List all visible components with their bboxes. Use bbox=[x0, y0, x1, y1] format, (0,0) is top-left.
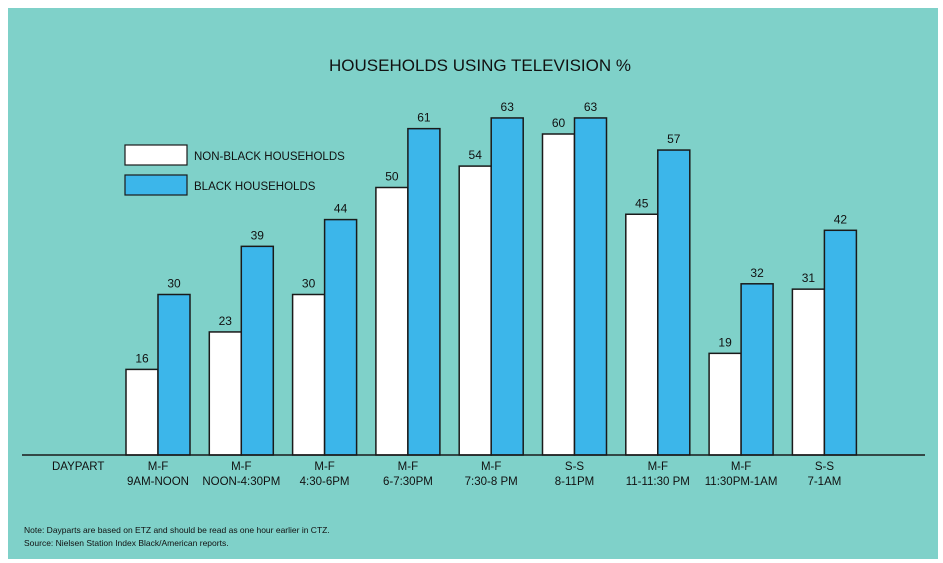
category-label-1-line1: NOON-4:30PM bbox=[202, 476, 280, 488]
category-label-7-line0: M-F bbox=[731, 461, 751, 473]
bar-non-black-1 bbox=[208, 331, 243, 456]
bar-black-8 bbox=[823, 229, 858, 456]
legend-swatch-0 bbox=[124, 144, 188, 166]
category-label-6-line1: 11-11:30 PM bbox=[626, 476, 690, 488]
x-axis-label: DAYPART bbox=[52, 461, 104, 473]
category-label-2-line1: 4:30-6PM bbox=[300, 476, 350, 488]
data-label-non-black-1: 23 bbox=[219, 314, 233, 328]
data-label-non-black-5: 60 bbox=[552, 116, 566, 130]
footnote: Note: Dayparts are based on ETZ and shou… bbox=[24, 525, 330, 535]
legend-label-0: NON-BLACK HOUSEHOLDS bbox=[194, 151, 345, 163]
category-label-5-line1: 8-11PM bbox=[555, 476, 594, 488]
category-label-8-line1: 7-1AM bbox=[807, 476, 841, 488]
bar-black-7 bbox=[740, 283, 774, 456]
data-label-black-8: 42 bbox=[834, 212, 848, 226]
data-label-black-2: 44 bbox=[334, 202, 348, 216]
data-label-non-black-6: 45 bbox=[635, 196, 649, 210]
bar-black-1 bbox=[240, 245, 275, 456]
data-label-black-7: 32 bbox=[750, 266, 764, 280]
bar-non-black-2 bbox=[291, 293, 326, 456]
bar-non-black-5 bbox=[541, 133, 576, 456]
data-label-non-black-2: 30 bbox=[302, 277, 316, 291]
category-label-8-line0: S-S bbox=[815, 461, 835, 473]
category-label-6-line0: M-F bbox=[648, 461, 668, 473]
data-label-black-1: 39 bbox=[251, 228, 265, 242]
category-label-4-line0: M-F bbox=[481, 461, 501, 473]
bar-black-4 bbox=[490, 117, 524, 456]
bar-black-0 bbox=[157, 293, 191, 456]
source-note: Source: Nielsen Station Index Black/Amer… bbox=[24, 538, 229, 548]
category-label-1-line0: M-F bbox=[231, 461, 251, 473]
chart-title: HOUSEHOLDS USING TELEVISION % bbox=[329, 56, 631, 75]
bar-non-black-8 bbox=[791, 288, 826, 456]
bar-non-black-3 bbox=[375, 186, 409, 456]
category-label-2-line0: M-F bbox=[314, 461, 334, 473]
category-labels: M-F 9AM-NOON M-F NOON-4:30PM M-F 4:30-6PM M-F 6… bbox=[127, 461, 841, 488]
data-label-black-6: 57 bbox=[667, 132, 681, 146]
category-label-7-line1: 11:30PM-1AM bbox=[705, 476, 778, 488]
data-label-non-black-7: 19 bbox=[718, 335, 732, 349]
data-label-black-4: 63 bbox=[501, 100, 515, 114]
bar-black-2 bbox=[323, 218, 358, 456]
category-label-0-line1: 9AM-NOON bbox=[127, 476, 189, 488]
data-label-black-3: 61 bbox=[417, 111, 431, 125]
bar-non-black-4 bbox=[458, 165, 492, 456]
data-label-black-0: 30 bbox=[167, 277, 181, 291]
bar-non-black-0 bbox=[125, 368, 159, 456]
bar-black-6 bbox=[657, 149, 691, 456]
bars-group: 16 30 23 39 30 44 50 61 54 63 60 63 45 57 19 32 31 42 bbox=[125, 100, 858, 456]
bar-non-black-6 bbox=[625, 213, 659, 456]
legend-swatch-1 bbox=[124, 174, 188, 196]
data-label-non-black-3: 50 bbox=[385, 170, 399, 184]
chart-panel: HOUSEHOLDS USING TELEVISION % NON-BLACK … bbox=[8, 8, 938, 559]
category-label-3-line0: M-F bbox=[398, 461, 418, 473]
data-label-non-black-8: 31 bbox=[802, 271, 816, 285]
data-label-non-black-4: 54 bbox=[469, 148, 483, 162]
legend-label-1: BLACK HOUSEHOLDS bbox=[194, 181, 316, 193]
data-label-non-black-0: 16 bbox=[135, 351, 149, 365]
bar-black-3 bbox=[407, 127, 441, 456]
bar-non-black-7 bbox=[708, 352, 742, 456]
data-label-black-5: 63 bbox=[584, 100, 598, 114]
category-label-0-line0: M-F bbox=[148, 461, 168, 473]
legend: NON-BLACK HOUSEHOLDS BLACK HOUSEHOLDS bbox=[124, 144, 345, 196]
category-label-4-line1: 7:30-8 PM bbox=[465, 476, 518, 488]
bar-chart: HOUSEHOLDS USING TELEVISION % NON-BLACK … bbox=[22, 56, 925, 548]
category-label-5-line0: S-S bbox=[565, 461, 585, 473]
category-label-3-line1: 6-7:30PM bbox=[383, 476, 433, 488]
bar-black-5 bbox=[573, 117, 608, 456]
